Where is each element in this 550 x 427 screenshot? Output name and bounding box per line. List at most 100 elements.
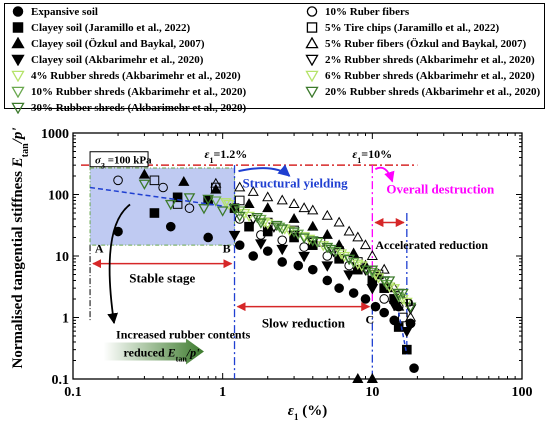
legend-marker-icon <box>12 22 24 33</box>
legend-item: Clayey soil (Özkul and Baykal, 2007) <box>11 37 205 50</box>
strain-1.2-label: ε1=1.2% <box>205 147 248 165</box>
data-point <box>262 191 274 202</box>
data-point <box>288 213 300 223</box>
data-point <box>273 222 286 233</box>
data-point <box>379 307 389 318</box>
data-point <box>402 344 412 355</box>
data-point <box>366 284 379 295</box>
data-point <box>248 251 259 261</box>
data-point <box>262 246 273 256</box>
rubber-arrow <box>107 203 131 325</box>
drop-trend-line <box>397 312 408 355</box>
data-point <box>409 363 419 373</box>
data-point <box>299 242 309 252</box>
legend-item: 5% Tire chips (Jaramillo et al., 2022) <box>305 21 499 34</box>
data-point <box>311 237 324 249</box>
data-point <box>293 260 304 271</box>
x-tick-label: 100 <box>512 385 533 400</box>
data-point <box>366 265 379 276</box>
data-point <box>343 254 355 266</box>
y-tick-label: 1 <box>62 312 69 327</box>
data-point <box>343 225 355 236</box>
legend-item: Expansive soil <box>11 5 98 18</box>
legend-marker-icon <box>11 86 25 98</box>
legend-item: 20% Rubber shreds (Akbarimehr et al., 20… <box>305 85 540 98</box>
strain-10-label: ε1=10% <box>352 147 392 165</box>
data-point <box>360 294 371 304</box>
structural-yielding-label: Structural yielding <box>243 176 349 191</box>
point-b-label: B <box>223 241 231 255</box>
legend-item: 10% Ruber fibers <box>305 5 409 18</box>
data-point <box>348 288 359 298</box>
data-point <box>251 212 264 224</box>
data-point <box>333 216 345 227</box>
legend-label: 5% Ruber fibers (Özkul and Baykal, 2007) <box>325 37 527 50</box>
data-point <box>404 302 417 313</box>
data-point <box>321 228 333 239</box>
legend-marker-icon <box>12 6 24 17</box>
data-point <box>233 206 246 217</box>
data-point <box>165 221 176 232</box>
data-point <box>397 294 409 306</box>
data-point <box>378 263 390 274</box>
legend-marker-icon <box>306 6 318 17</box>
data-point <box>149 208 160 218</box>
data-point <box>298 233 310 244</box>
data-point <box>113 175 123 186</box>
data-point <box>243 211 255 223</box>
legend-label: 10% Ruber fibers <box>325 5 410 18</box>
data-point <box>164 199 177 211</box>
series-3 <box>228 230 413 338</box>
data-point <box>383 276 396 287</box>
data-point <box>317 241 330 252</box>
slow-reduction-label: Slow reduction <box>262 316 346 331</box>
data-point <box>397 288 409 300</box>
y-tick-label: 1000 <box>41 127 69 142</box>
x-tick-label: 10 <box>365 385 379 400</box>
data-point <box>343 270 355 281</box>
data-point <box>347 257 360 269</box>
data-point <box>393 322 404 332</box>
data-point <box>243 198 255 208</box>
stable-region <box>89 167 236 246</box>
series-6 <box>210 177 417 322</box>
x-tick-label: 1 <box>219 385 226 400</box>
data-point <box>288 227 300 238</box>
legend-item: Clayey soil (Akbarimehr et al., 2020) <box>11 53 203 66</box>
legend-item: 30% Rubber shreds (Akbarimehr et al., 20… <box>11 101 246 114</box>
data-point <box>329 247 342 258</box>
data-point <box>276 244 289 256</box>
point-c-label: C <box>365 312 374 326</box>
sigma-box <box>89 151 149 168</box>
stable-stage-label: Stable stage <box>129 271 195 286</box>
series-12 <box>138 179 417 313</box>
data-point <box>256 230 266 240</box>
data-point <box>298 251 310 263</box>
data-point <box>400 327 413 338</box>
data-point <box>255 218 267 229</box>
data-point <box>184 203 195 213</box>
data-point <box>210 183 222 194</box>
data-point <box>183 193 196 204</box>
reduced-label: reduced Etan/p' <box>124 345 201 363</box>
data-point <box>288 198 300 208</box>
data-point <box>298 202 310 213</box>
data-point <box>202 194 215 206</box>
data-point <box>352 231 364 242</box>
sigma-label: σ3 =100 kPa <box>95 155 152 171</box>
accelerated-reduction-label: Accelerated reduction <box>375 238 488 252</box>
data-point <box>307 204 319 215</box>
data-point <box>334 283 344 293</box>
data-point <box>276 194 288 205</box>
data-point <box>303 234 316 246</box>
data-point <box>392 292 405 303</box>
legend-marker-icon <box>11 70 25 82</box>
point-d-label: D <box>405 296 414 310</box>
legend-label: Expansive soil <box>31 5 98 18</box>
data-point <box>400 297 413 309</box>
y-axis-label: Normalised tangential stiffness Etan/p' <box>10 127 31 368</box>
yielding-arrow <box>238 164 291 177</box>
data-point <box>321 242 334 254</box>
data-point <box>238 208 251 220</box>
